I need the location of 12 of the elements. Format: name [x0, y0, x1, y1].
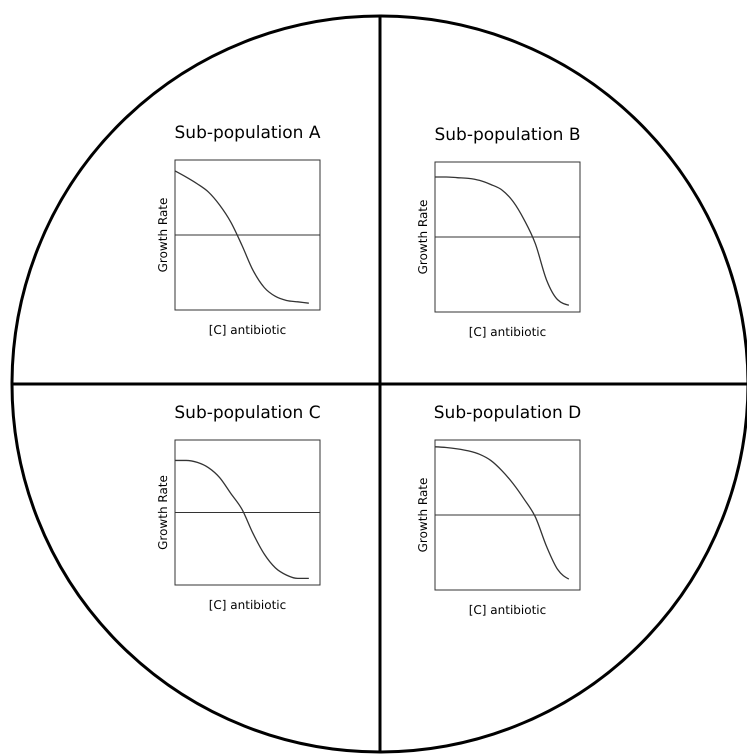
y-axis-title: Growth Rate — [156, 198, 170, 272]
y-axis-title: Growth Rate — [156, 475, 170, 550]
chart-title: Sub-population D — [434, 403, 582, 423]
y-axis-title: Growth Rate — [416, 200, 430, 274]
chart-title: Sub-population C — [174, 403, 321, 423]
chart-title: Sub-population A — [174, 123, 321, 143]
x-axis-title: [C] antibiotic — [468, 603, 546, 617]
y-axis-title: Growth Rate — [416, 478, 430, 552]
x-axis-title: [C] antibiotic — [208, 323, 286, 337]
x-axis-title: [C] antibiotic — [208, 598, 286, 612]
x-axis-title: [C] antibiotic — [468, 325, 546, 339]
chart-title: Sub-population B — [434, 125, 581, 145]
